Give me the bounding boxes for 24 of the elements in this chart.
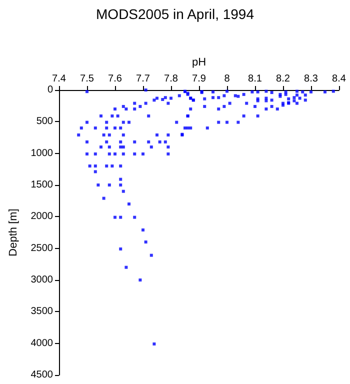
- y-tick-label: 1500: [30, 180, 54, 190]
- x-tick-label: 8.1: [248, 74, 262, 84]
- x-tick-label: 8.4: [332, 74, 346, 84]
- x-tick-label: 8.3: [304, 74, 318, 84]
- x-tick-label: 7.7: [136, 74, 150, 84]
- chart-title: MODS2005 in April, 1994: [96, 6, 254, 22]
- y-tick-label: 1000: [30, 148, 54, 159]
- x-tick-label: 7.4: [52, 74, 66, 84]
- y-tick-label: 500: [36, 116, 54, 128]
- y-tick-label: 2000: [30, 211, 54, 222]
- y-tick-label: 2500: [30, 242, 54, 254]
- x-tick-label: 7.6: [108, 74, 122, 84]
- x-tick-label: 7.9: [192, 74, 206, 84]
- x-tick-label: 7.8: [164, 74, 178, 84]
- y-axis-title: Depth [m]: [8, 208, 20, 256]
- y-tick-label: 4500: [30, 370, 54, 380]
- y-tick-label: 3000: [30, 274, 54, 286]
- x-tick-label: 8.2: [276, 74, 290, 84]
- y-tick-label: 0: [47, 84, 54, 96]
- y-tick-label: 4000: [30, 338, 54, 349]
- x-axis-title: pH: [192, 56, 206, 68]
- y-tick-label: 3500: [30, 306, 54, 318]
- x-tick-label: 7.5: [80, 74, 94, 84]
- x-tick-label: 8: [224, 74, 230, 84]
